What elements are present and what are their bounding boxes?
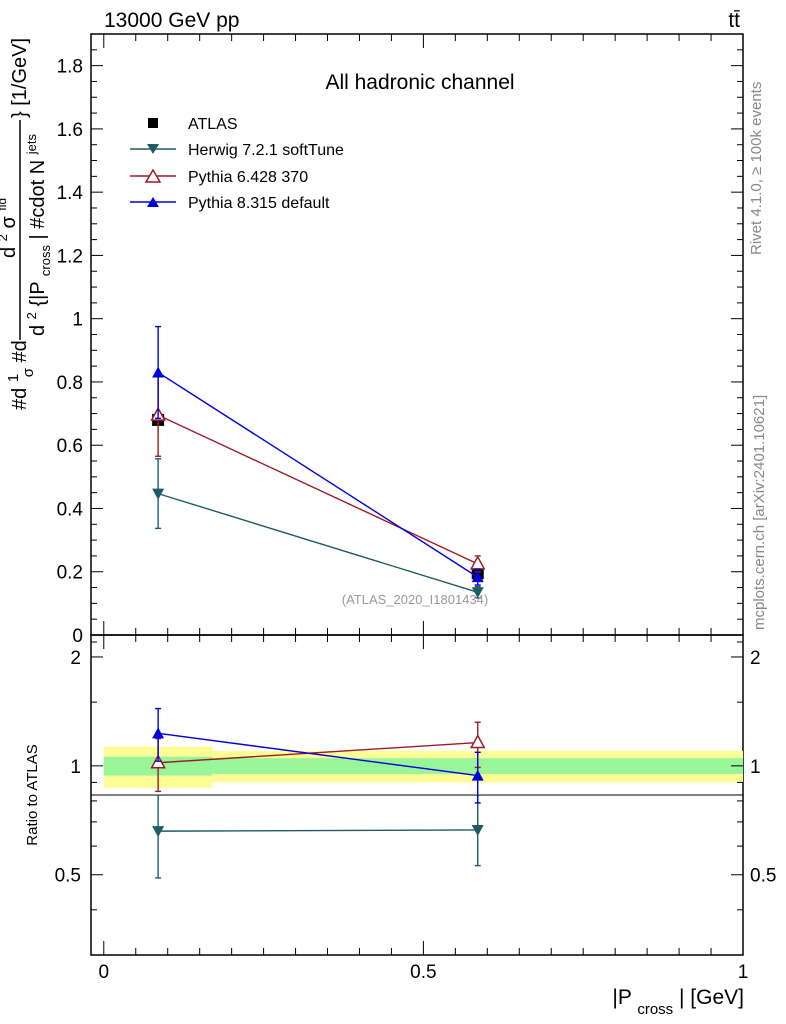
xlabel-end: | [GeV] [679,986,744,1009]
main-ytick-label: 0.6 [57,436,83,457]
ylabel-den-1: d [27,325,49,336]
main-ytick-label: 1.4 [57,183,84,204]
main-y-axis-label: #d 1 σ #d d 2 σ fid d 2 {|P cross | #cdo… [0,38,55,410]
xtick-label: 0 [98,962,109,983]
legend-marker-pythia6 [144,168,162,183]
ylabel-num-4: fid [0,198,9,211]
ratio-line-pythia-8-315-default [158,732,478,777]
legend-label-pythia8: Pythia 8.315 default [188,195,330,212]
x-axis-label: |P cross | [GeV] [612,986,744,1019]
ylabel-part-c: σ [20,367,37,377]
ylabel-part-a: #d [9,388,31,410]
main-ytick-label: 1 [72,310,83,331]
legend: ATLAS Herwig 7.2.1 softTune Pythia 6.428… [130,116,344,212]
ylabel-part-d: #d [9,340,31,362]
xtick-label: 1 [738,962,749,983]
chart-title: All hadronic channel [325,71,514,94]
ratio-y-axis-label: Ratio to ATLAS [24,744,41,845]
ratio-point-pythia-8-315-default [152,727,165,739]
legend-label-pythia6: Pythia 6.428 370 [188,169,308,186]
ratio-ytick-label-left: 1 [70,757,81,778]
data-point-pythia-8-315-default [152,366,165,378]
ratio-point-herwig-7-2-1-softtune [152,826,165,838]
xtick-label: 0.5 [410,962,436,983]
main-ytick-label: 1.8 [57,57,83,78]
svg-text:d 2 σ fid: d 2 σ fid [0,198,20,258]
main-y-ticks: 0 0.2 0.4 0.6 0.8 1 1.2 1.4 1.6 1.8 [57,49,743,647]
main-series-group [150,325,486,599]
ylabel-num-1: d [0,247,20,258]
ratio-y-ticks: 0.5 0.5 1 1 2 2 [55,641,776,911]
main-ytick-label: 1.2 [57,246,83,267]
ratio-series-group [150,707,486,879]
ratio-ytick-label-right: 0.5 [750,866,776,887]
legend-marker-atlas [148,118,158,128]
series-line-pythia-8-315-default [157,371,479,578]
x-ticks: 0 0.5 1 [98,34,748,983]
ratio-uncertainty-bands [103,746,743,788]
legend-entry-atlas: ATLAS [148,116,238,133]
ratio-point-pythia-6-428-370 [469,733,486,749]
ratio-ytick-label-right: 2 [750,648,761,669]
main-ytick-label: 0 [72,626,83,647]
ylabel-den-3: {|P [27,282,49,307]
svg-text:d 2 {|P cro: d 2 {|P cross | #cdot N jets [19,133,55,336]
ratio-line-pythia-6-428-370 [158,741,478,764]
svg-text:#d 1 σ #d: #d 1 σ #d [1,340,38,410]
legend-marker-pythia8 [147,197,159,207]
main-ytick-label: 0.2 [57,563,83,584]
main-ytick-label: 0.8 [57,373,83,394]
data-point-pythia-8-315-default [471,571,484,583]
xlabel-sub: cross [637,1001,673,1018]
series-line-herwig-7-2-1-softtune [157,492,478,593]
ratio-ytick-label-left: 2 [70,648,81,669]
ratio-point-pythia-8-315-default [471,769,484,781]
ylabel-num-3: σ [0,216,20,229]
data-point-herwig-7-2-1-softtune [152,488,165,500]
ratio-point-herwig-7-2-1-softtune [471,824,484,836]
legend-entry-pythia6: Pythia 6.428 370 [130,168,308,186]
ratio-ytick-label-left: 0.5 [55,866,81,887]
ylabel-den-4: cross [38,245,53,277]
mcplots-site-label: mcplots.cern.ch [arXiv:2401.10621] [751,395,768,630]
analysis-label: (ATLAS_2020_I1801434) [342,592,488,607]
legend-label-atlas: ATLAS [188,116,238,133]
energy-label: 13000 GeV pp [104,9,239,32]
legend-marker-herwig [147,144,159,154]
process-label: tt̄ [728,9,740,32]
xlabel-main: |P [612,986,631,1009]
ylabel-part-b: 1 [5,374,22,382]
ylabel-den-5: | #cdot N [27,160,49,240]
ratio-ytick-label-right: 1 [750,757,761,778]
series-line-pythia-6-428-370 [157,414,479,565]
ylabel-den-2: 2 [24,312,39,319]
ylabel-num-2: 2 [0,234,10,241]
ratio-line-herwig-7-2-1-softtune [158,829,478,832]
main-ytick-label: 1.6 [57,120,83,141]
legend-label-herwig: Herwig 7.2.1 softTune [188,142,344,159]
legend-entry-pythia8: Pythia 8.315 default [130,195,330,212]
data-point-herwig-7-2-1-softtune [471,587,484,599]
data-point-pythia-6-428-370 [469,555,486,570]
legend-entry-herwig: Herwig 7.2.1 softTune [130,142,344,159]
ylabel-unit: } [1/GeV] [9,38,31,118]
main-ytick-label: 0.4 [57,499,84,520]
ylabel-den-6: jets [24,133,39,155]
rivet-version-label: Rivet 4.1.0, ≥ 100k events [748,82,765,255]
